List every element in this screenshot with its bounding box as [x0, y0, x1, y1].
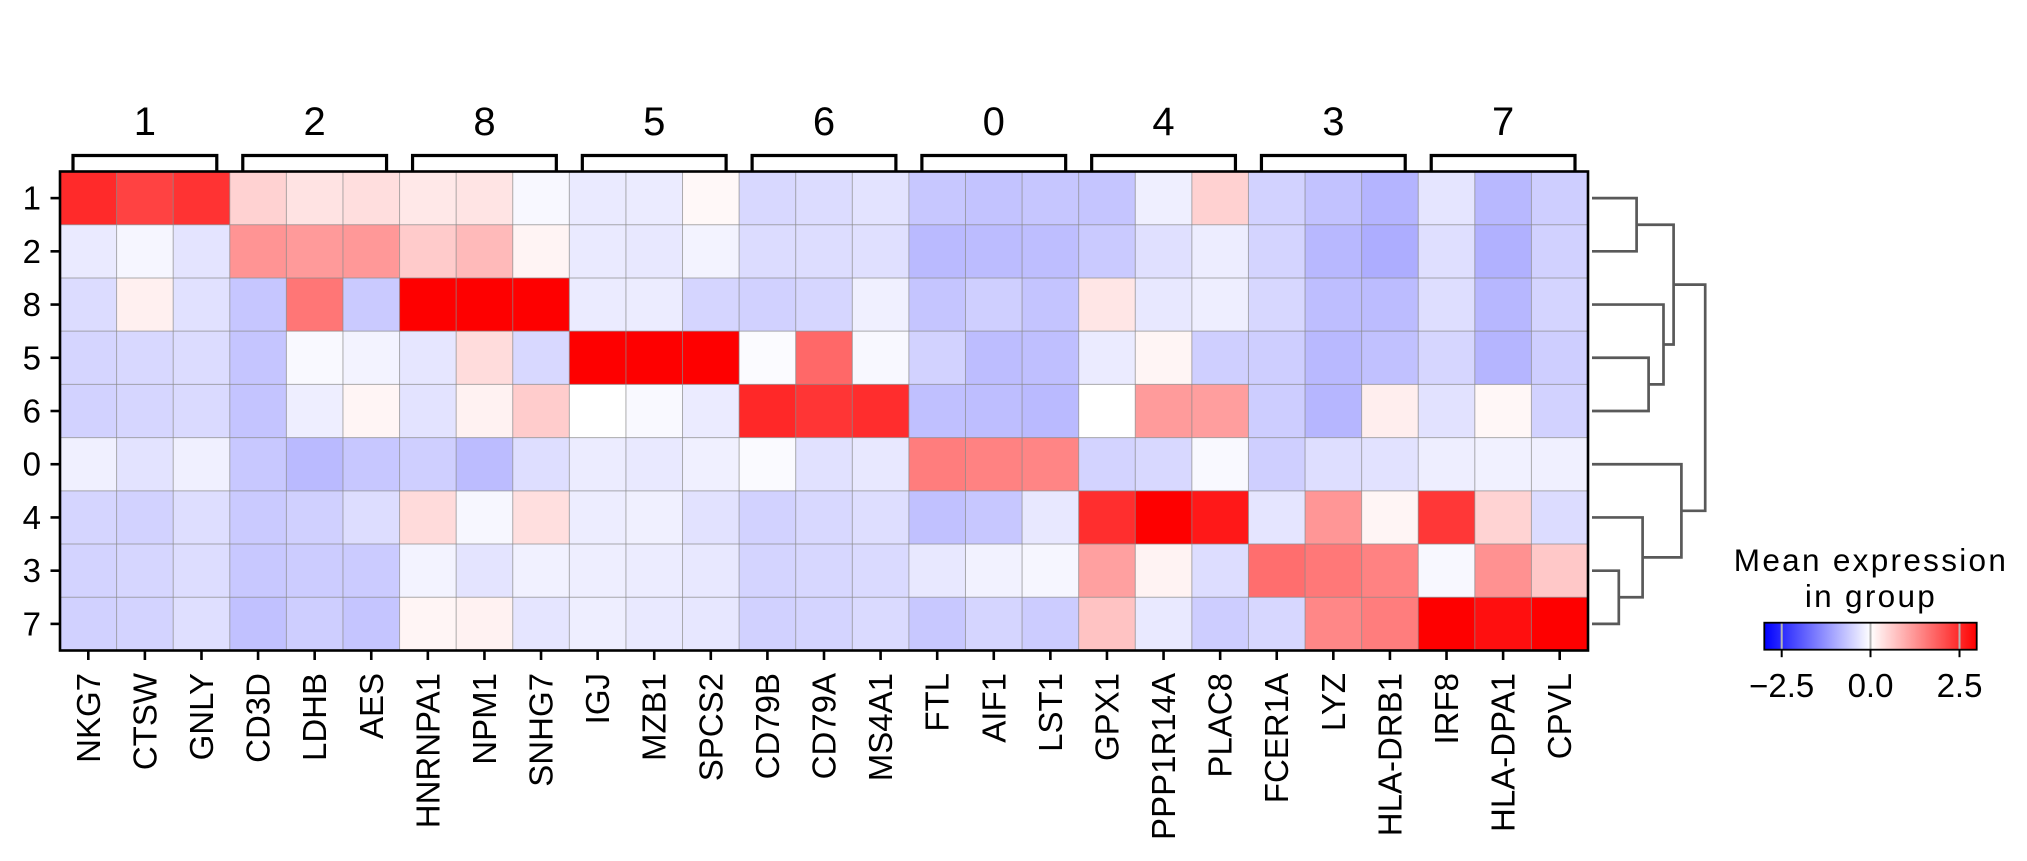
svg-text:3: 3 [1322, 100, 1344, 144]
svg-text:CPVL: CPVL [1541, 673, 1578, 759]
svg-text:SPCS2: SPCS2 [692, 673, 729, 781]
svg-text:SNHG7: SNHG7 [523, 673, 560, 787]
svg-text:HNRNPA1: HNRNPA1 [409, 673, 446, 828]
svg-text:LDHB: LDHB [296, 673, 333, 761]
svg-text:3: 3 [23, 552, 41, 589]
svg-text:2: 2 [304, 100, 326, 144]
svg-text:0: 0 [983, 100, 1005, 144]
svg-text:6: 6 [813, 100, 835, 144]
svg-text:NPM1: NPM1 [466, 673, 503, 765]
svg-text:Mean expression: Mean expression [1734, 542, 2008, 578]
svg-text:1: 1 [23, 180, 41, 217]
svg-text:FCER1A: FCER1A [1258, 673, 1295, 803]
svg-text:AES: AES [353, 673, 390, 739]
svg-text:CD79A: CD79A [806, 673, 843, 779]
svg-text:NKG7: NKG7 [70, 673, 107, 763]
svg-text:4: 4 [1152, 100, 1174, 144]
svg-text:0: 0 [23, 446, 41, 483]
svg-text:AIF1: AIF1 [975, 673, 1012, 743]
svg-text:MZB1: MZB1 [636, 673, 673, 761]
svg-text:PLAC8: PLAC8 [1202, 673, 1239, 778]
svg-text:CD3D: CD3D [240, 673, 277, 763]
svg-text:4: 4 [23, 499, 41, 536]
svg-text:2: 2 [23, 233, 41, 270]
svg-text:5: 5 [23, 339, 41, 376]
svg-text:HLA-DPA1: HLA-DPA1 [1485, 673, 1522, 832]
svg-text:2.5: 2.5 [1937, 667, 1983, 704]
svg-text:6: 6 [23, 393, 41, 430]
svg-text:LYZ: LYZ [1315, 673, 1352, 731]
svg-text:8: 8 [23, 286, 41, 323]
svg-text:HLA-DRB1: HLA-DRB1 [1371, 673, 1408, 836]
svg-text:FTL: FTL [919, 673, 956, 732]
svg-text:GNLY: GNLY [183, 673, 220, 760]
svg-text:PPP1R14A: PPP1R14A [1145, 673, 1182, 840]
svg-text:CD79B: CD79B [749, 673, 786, 779]
svg-text:7: 7 [23, 605, 41, 642]
svg-text:0.0: 0.0 [1848, 667, 1894, 704]
svg-text:CTSW: CTSW [126, 672, 163, 770]
svg-text:in group: in group [1805, 578, 1937, 614]
svg-text:IRF8: IRF8 [1428, 673, 1465, 745]
svg-text:IGJ: IGJ [579, 673, 616, 724]
svg-text:LST1: LST1 [1032, 673, 1069, 752]
svg-text:MS4A1: MS4A1 [862, 673, 899, 781]
svg-text:7: 7 [1492, 100, 1514, 144]
svg-text:−2.5: −2.5 [1749, 667, 1814, 704]
svg-text:1: 1 [134, 100, 156, 144]
svg-text:GPX1: GPX1 [1088, 673, 1125, 761]
svg-text:5: 5 [643, 100, 665, 144]
svg-text:8: 8 [473, 100, 495, 144]
